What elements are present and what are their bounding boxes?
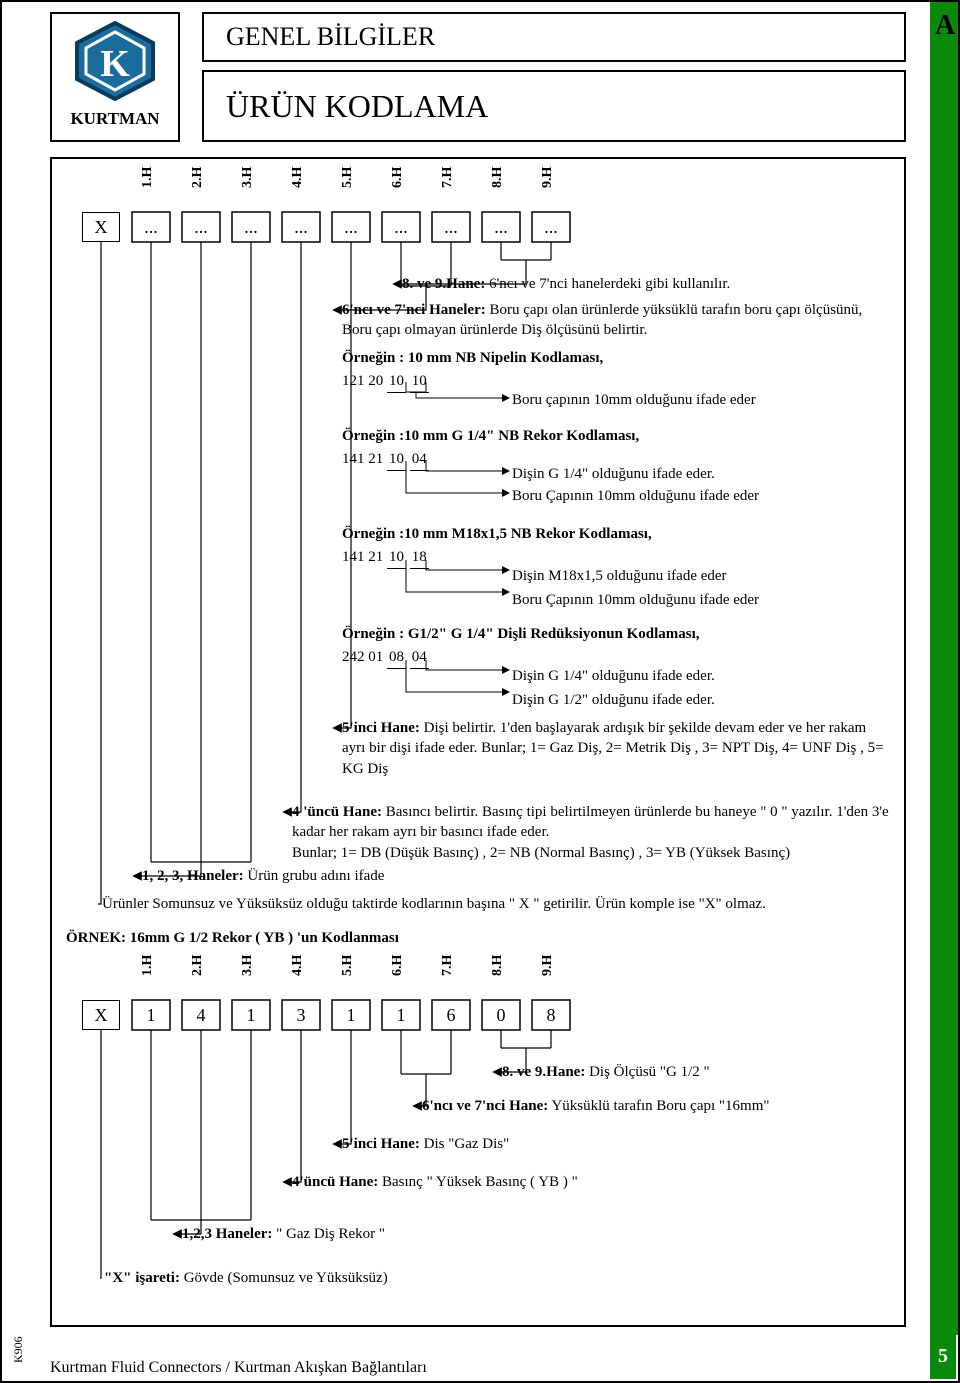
expl-67-ex1: Örneğin : 10 mm NB Nipelin Kodlaması, 12… xyxy=(342,348,892,393)
x-cell-2: X xyxy=(82,1000,120,1030)
expl-123: 1, 2, 3, Haneler: Ürün grubu adını ifade xyxy=(142,866,542,886)
r2-67: 6'ncı ve 7'nci Hane: Yüksüklü tarafın Bo… xyxy=(422,1096,892,1116)
expl-x: Ürünler Somunsuz ve Yüksüksüz olduğu tak… xyxy=(102,894,892,914)
expl-4: 4 'üncü Hane: Basıncı belirtir. Basınç t… xyxy=(292,802,892,863)
brand-name: KURTMAN xyxy=(52,109,178,129)
logo-box: K ® KURTMAN xyxy=(50,12,180,142)
expl-67-lead: 6'ncı ve 7'nci Haneler: Boru çapı olan ü… xyxy=(342,300,892,341)
expl-5: 5'inci Hane: Dişi belirtir. 1'den başlay… xyxy=(342,718,892,779)
expl-67-ex2-n2: Boru Çapının 10mm olduğunu ifade eder xyxy=(512,486,759,506)
r2-x: "X" işareti: Gövde (Somunsuz ve Yüksüksü… xyxy=(104,1268,604,1288)
page-container: A 5 K ® KURTMAN GENEL BİLGİLER ÜRÜN KODL… xyxy=(0,0,960,1383)
header-title-2: ÜRÜN KODLAMA xyxy=(202,70,906,142)
r2-123: 1,2,3 Haneler: " Gaz Diş Rekor " xyxy=(182,1224,582,1244)
r2-89: 8. ve 9.Hane: Diş Ölçüsü "G 1/2 " xyxy=(502,1062,892,1082)
example-title: ÖRNEK: 16mm G 1/2 Rekor ( YB ) 'un Kodla… xyxy=(66,928,856,948)
brand-logo-icon: K ® xyxy=(70,20,160,102)
expl-67-ex1-note: Boru çapının 10mm olduğunu ifade eder xyxy=(512,390,756,410)
sidebar: A xyxy=(930,2,958,1335)
k-code: K906 xyxy=(11,1336,26,1363)
x-cell: X xyxy=(82,212,120,242)
expl-67-ex3-n2: Boru Çapının 10mm olduğunu ifade eder xyxy=(512,590,759,610)
expl-67-ex4-n2: Dişin G 1/2" olduğunu ifade eder. xyxy=(512,690,715,710)
svg-text:K: K xyxy=(100,43,130,85)
expl-67-ex2-n1: Dişin G 1/4" olduğunu ifade eder. xyxy=(512,464,715,484)
r2-5: 5'inci Hane: Dis "Gaz Dis" xyxy=(342,1134,742,1154)
footer: Kurtman Fluid Connectors / Kurtman Akışk… xyxy=(50,1359,427,1377)
expl-67-ex4: Örneğin : G1/2" G 1/4" Dişli Redüksiyonu… xyxy=(342,624,892,669)
expl-67-ex4-n1: Dişin G 1/4" olduğunu ifade eder. xyxy=(512,666,715,686)
page-number: 5 xyxy=(930,1333,956,1379)
expl-89: 8. ve 9.Hane: 6'ncı ve 7'nci hanelerdeki… xyxy=(402,274,892,294)
r2-4: 4'üncü Hane: Basınç " Yüksek Basınç ( YB… xyxy=(292,1172,792,1192)
sidebar-letter: A xyxy=(935,10,955,42)
expl-67-ex3-n1: Dişin M18x1,5 olduğunu ifade eder xyxy=(512,566,727,586)
header-title-1: GENEL BİLGİLER xyxy=(202,12,906,62)
expl-67-ex3: Örneğin :10 mm M18x1,5 NB Rekor Kodlamas… xyxy=(342,524,892,569)
